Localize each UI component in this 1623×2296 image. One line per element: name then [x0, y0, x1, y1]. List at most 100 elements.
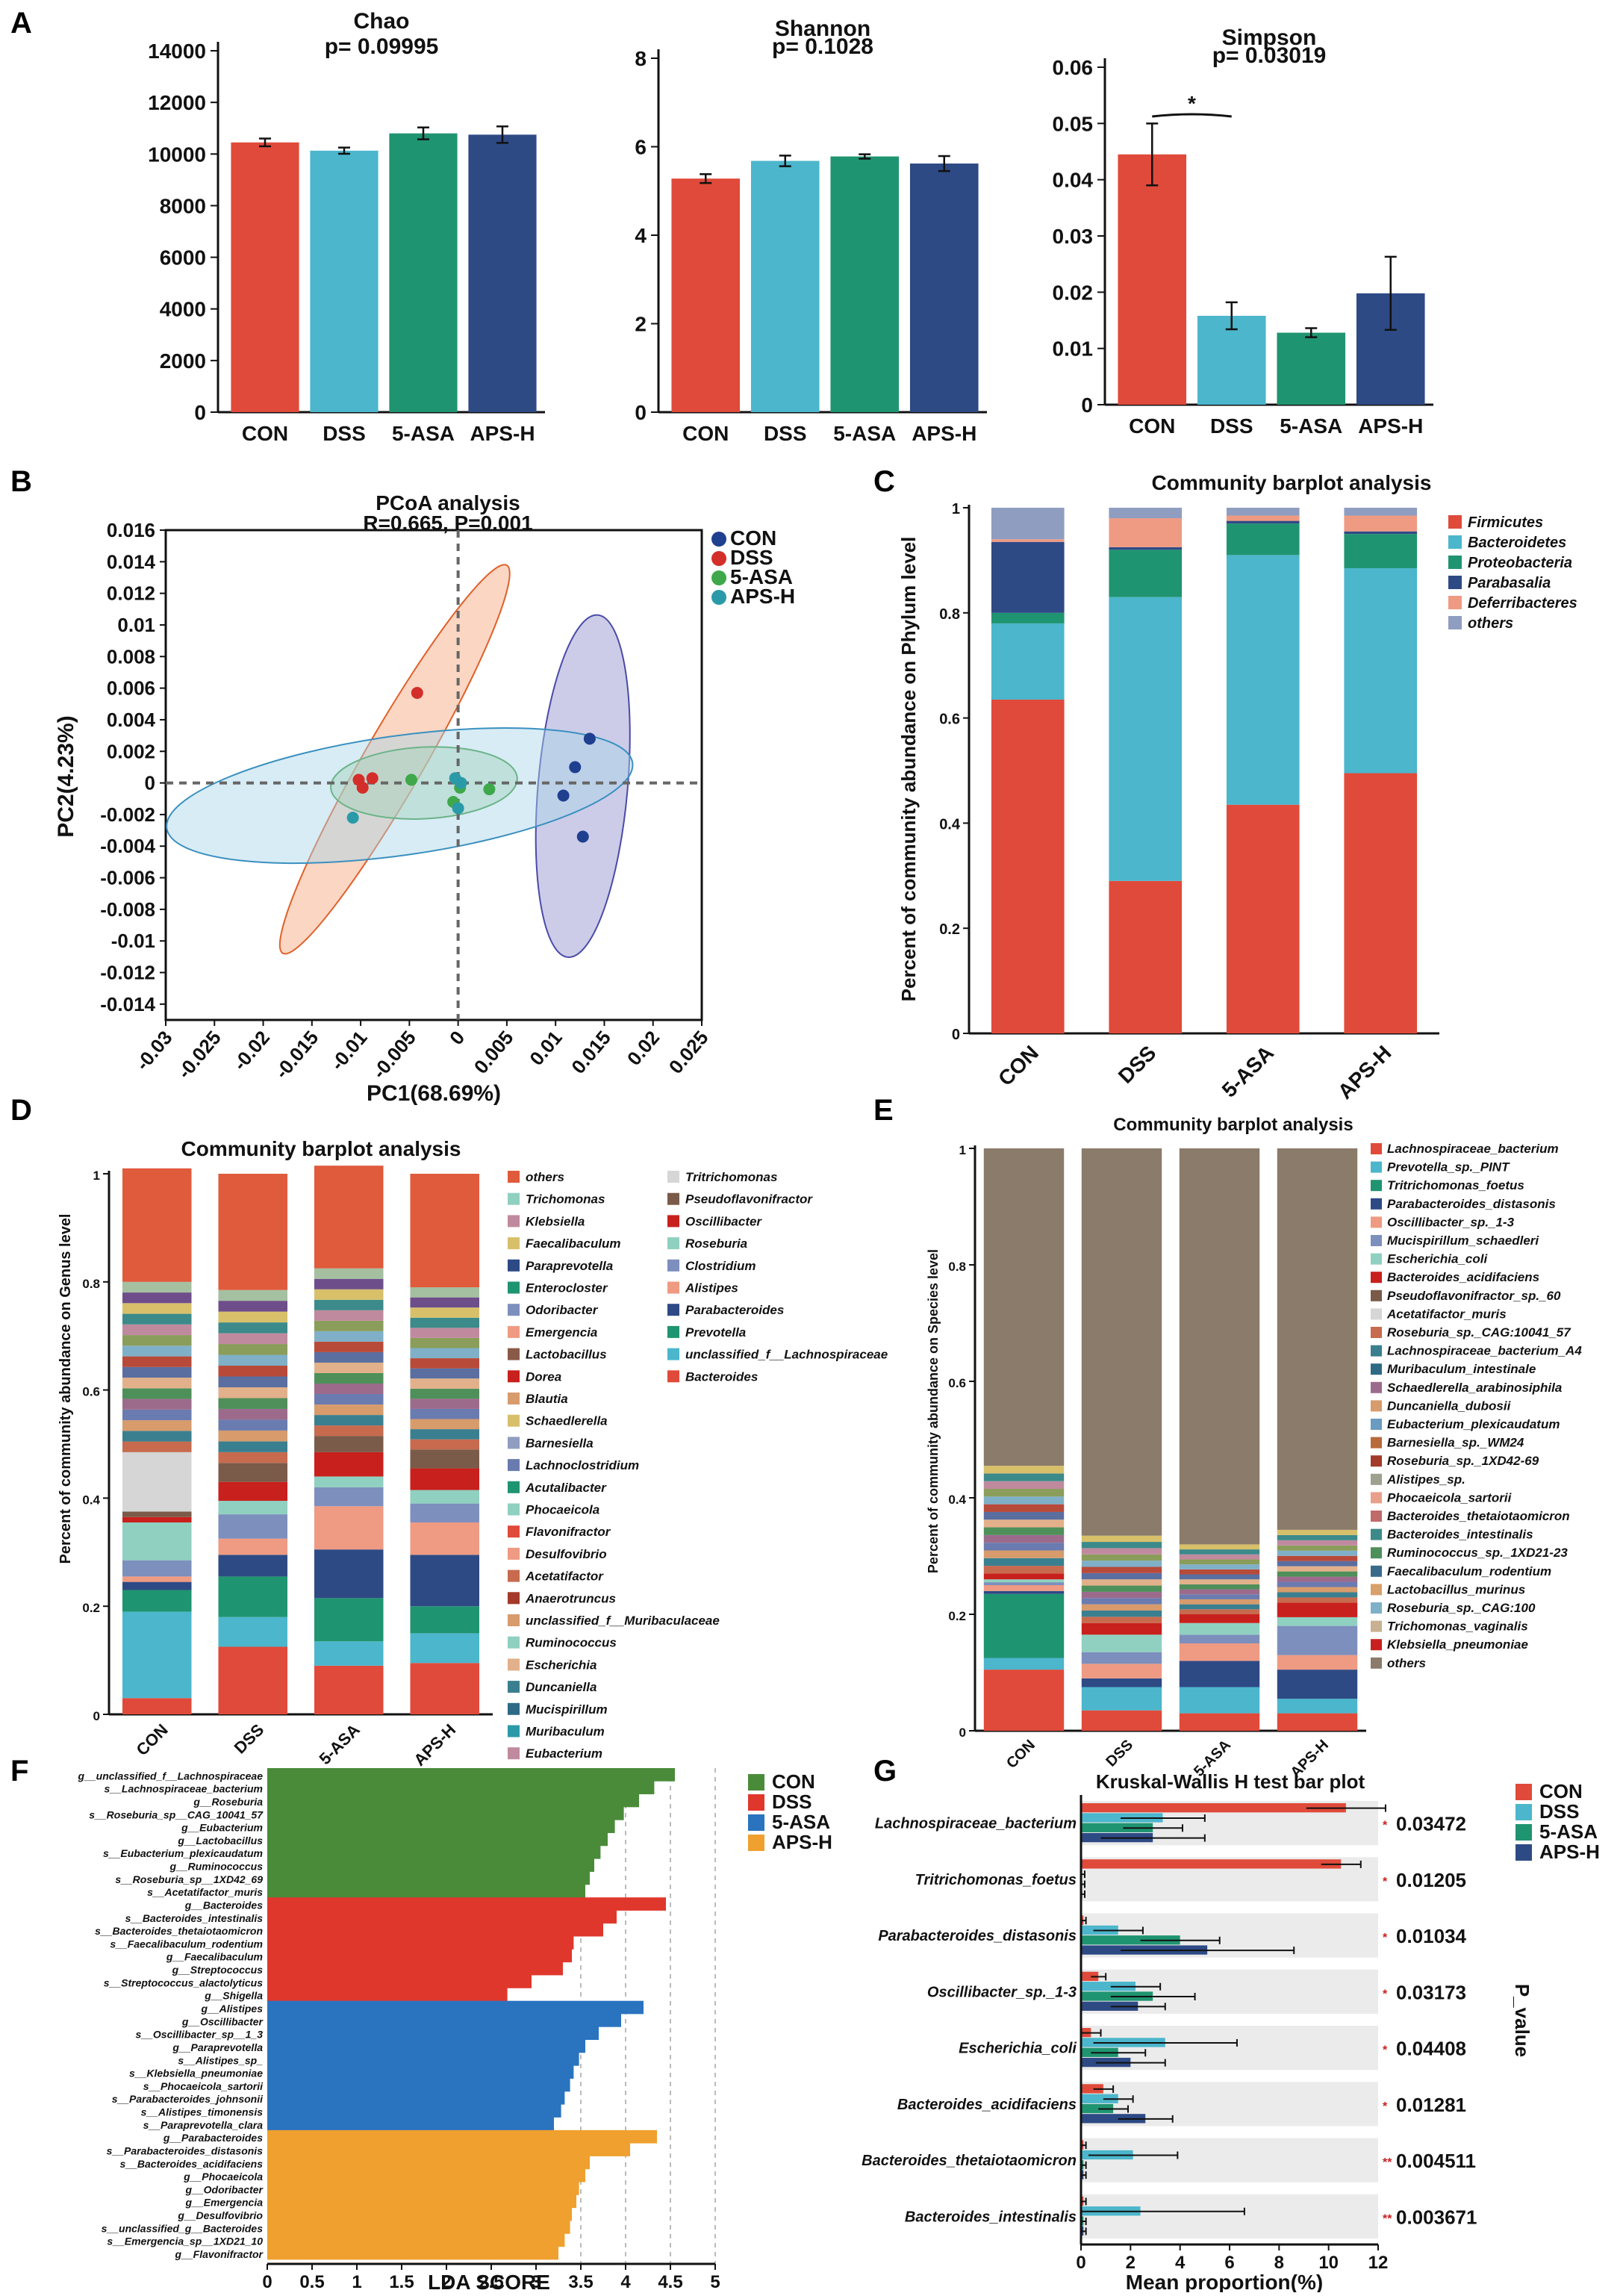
x-tick-label: 4.5 [658, 2272, 682, 2292]
lda-feature-label: s__Bacteroides_thetaiotaomicron [95, 1925, 263, 1937]
scatter-point-aps-h [449, 772, 461, 785]
stack-segment-bacteroides-acidifaciens [983, 1573, 1065, 1580]
x-tick-label: 1.5 [389, 2272, 414, 2292]
x-tick-label: 5 [710, 2272, 720, 2292]
y-tick-label: 0.8 [939, 606, 960, 623]
legend-swatch [667, 1237, 679, 1250]
lda-bar [267, 2182, 579, 2195]
lda-feature-label: g__Bacteroides [184, 1899, 263, 1911]
stack-segment-roseburia [122, 1522, 192, 1561]
legend-swatch [508, 1393, 520, 1404]
significance-stars: * [1383, 1876, 1388, 1888]
stack-segment-firmicutes [1344, 773, 1418, 1033]
kw-bar [1081, 2114, 1146, 2124]
p-value-label: 0.03472 [1396, 1813, 1466, 1835]
bar-5-asa [830, 156, 900, 412]
y-tick-label: 0 [1081, 393, 1093, 417]
legend-label: Flavonifractor [526, 1525, 611, 1539]
legend-label: Anaerotruncus [525, 1591, 616, 1605]
stack-segment-lachnospiraceae-bacterium [1277, 1713, 1358, 1731]
y-tick-label: -0.002 [100, 803, 155, 826]
stack-segment-proteobacteria [1344, 534, 1418, 568]
legend-swatch [508, 1481, 520, 1493]
legend-swatch [1371, 1327, 1382, 1338]
lda-bar [267, 2039, 585, 2053]
stack-segment-alistipes [410, 1522, 480, 1555]
x-tick-label: APS-H [1358, 414, 1423, 438]
kw-title: Kruskal-Wallis H test bar plot [1096, 1770, 1365, 1793]
stack-segment-minor [1179, 1554, 1260, 1560]
kw-feature-label: Bacteroides_intestinalis [905, 2209, 1077, 2225]
x-tick-label: 8 [1274, 2253, 1284, 2273]
scatter-point-aps-h [346, 812, 359, 824]
stack-segment-bacteroides [218, 1646, 288, 1714]
stack-segment-minor [218, 1419, 288, 1431]
stack-segment-lachnospiraceae-bacterium [1179, 1713, 1260, 1731]
x-tick-label: DSS [1210, 414, 1253, 438]
y-tick-label: 0.004 [107, 709, 156, 731]
stack-segment-clostridium [122, 1560, 192, 1577]
legend-label: Alistipes_sp. [1386, 1472, 1465, 1487]
stack-segment-minor [314, 1341, 384, 1352]
stack-segment-minor [218, 1344, 288, 1355]
stack-segment-alistipes [218, 1538, 288, 1555]
stack-segment-minor [1277, 1587, 1358, 1593]
stack-segment-minor [314, 1299, 384, 1310]
stack-segment-others [1179, 1148, 1260, 1545]
legend-swatch [1515, 1824, 1532, 1841]
bar-con [231, 142, 299, 412]
stack-segment-minor [218, 1289, 288, 1301]
bar-5-asa [1277, 332, 1346, 405]
legend-swatch [667, 1281, 679, 1294]
legend-swatch [1371, 1528, 1382, 1540]
stack-segment-minor [410, 1358, 480, 1369]
lda-feature-label: s__Emergencia_sp__1XD21_10 [107, 2236, 263, 2247]
stack-segment-minor [122, 1313, 192, 1325]
legend-label: Lactobacillus_murinus [1387, 1582, 1525, 1596]
legend-label: Eubacterium_plexicaudatum [1387, 1417, 1560, 1431]
stack-segment-minor [218, 1333, 288, 1345]
stack-segment-minor [122, 1292, 192, 1304]
stack-segment-minor [410, 1287, 480, 1298]
legend-label: Acetatifactor [525, 1569, 604, 1584]
lda-feature-label: s__Phocaeicola_sartorii [143, 2080, 264, 2092]
y-tick-label: 12000 [148, 91, 206, 114]
legend-label: Schaedlerella [526, 1414, 608, 1428]
legend-label: DSS [730, 546, 773, 569]
stack-segment-minor [122, 1431, 192, 1442]
lda-bar [267, 1910, 617, 1924]
stack-segment-bacteroidetes [1344, 567, 1418, 774]
stack-segment-mucispirillum-schaedleri [1081, 1652, 1162, 1664]
lda-bar [267, 1897, 666, 1911]
kw-feature-label: Tritrichomonas_foetus [915, 1872, 1077, 1888]
lda-bar [267, 1949, 572, 1963]
stack-segment-minor [218, 1366, 288, 1377]
stack-segment-others [410, 1174, 480, 1288]
stack-segment-escherichia-coli [983, 1579, 1065, 1583]
legend-swatch [1371, 1180, 1382, 1192]
y-tick-label: 0.01 [117, 614, 155, 636]
legend-label: APS-H [1539, 1841, 1600, 1863]
kw-bar [1081, 1823, 1153, 1832]
stack-segment-minor [1179, 1544, 1260, 1550]
x-tick-label: CON [682, 422, 729, 445]
legend-label: Eubacterium [526, 1746, 602, 1761]
lda-bar [267, 2168, 585, 2183]
legend-label: Mucispirillum_schaedleri [1387, 1233, 1539, 1248]
legend-swatch [667, 1370, 679, 1383]
legend-swatch [1515, 1804, 1532, 1820]
lda-feature-label: s__Bacteroides_intestinalis [125, 1912, 264, 1924]
legend-label: Bacteroides_acidifaciens [1387, 1270, 1539, 1284]
stack-segment-parabasalia [1226, 520, 1300, 524]
x-tick-label: 12 [1368, 2253, 1389, 2273]
stack-segment-minor [122, 1366, 192, 1378]
lda-bar [267, 1884, 585, 1898]
legend-marker [711, 590, 726, 605]
kw-bar [1081, 1859, 1342, 1869]
x-tick-label: 3 [531, 2272, 541, 2292]
y-tick-label: 0.6 [939, 712, 960, 728]
stack-segment-prevotella [122, 1590, 192, 1612]
stack-segment-minor [314, 1425, 384, 1437]
y-tick-label: 0 [194, 401, 206, 424]
